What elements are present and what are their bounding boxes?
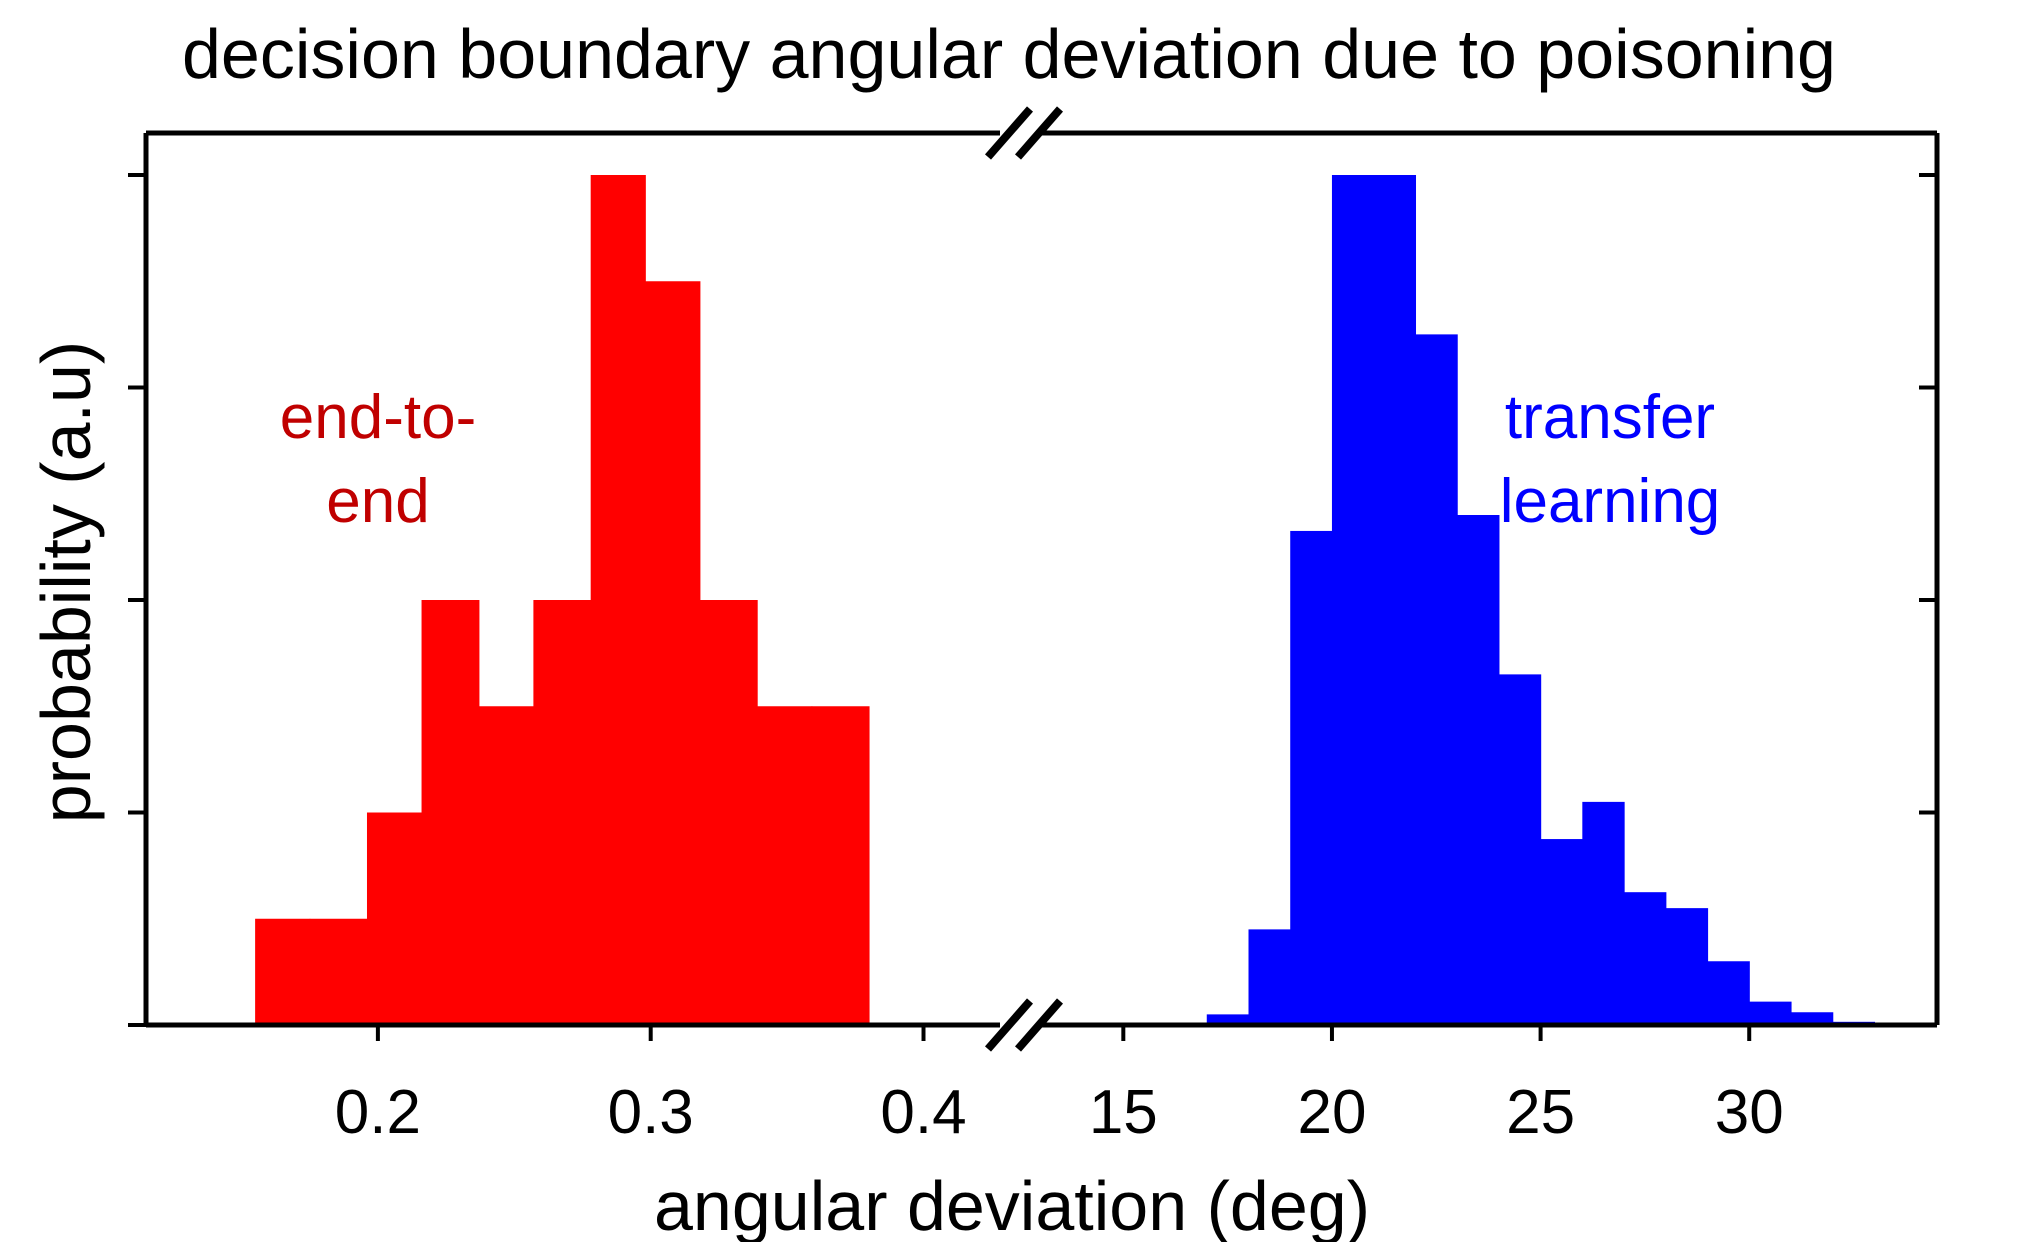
- x-tick-label: 0.2: [335, 1078, 421, 1147]
- annotation-line: learning: [1500, 467, 1721, 536]
- axis-break-marks: [984, 106, 1064, 1052]
- annotation-line: end-to-: [280, 383, 476, 452]
- histogram-bar-right: [1540, 839, 1583, 1025]
- series-annotation-left: end-to-end: [280, 383, 476, 536]
- histogram-bar-left: [757, 706, 813, 1025]
- histogram-bar-right: [1707, 961, 1750, 1025]
- y-axis-label: probability (a.u): [27, 341, 105, 823]
- x-tick-label: 25: [1506, 1078, 1575, 1147]
- x-tick-label: 0.4: [880, 1078, 966, 1147]
- x-tick-label: 0.3: [608, 1078, 694, 1147]
- histogram-bar-right: [1498, 674, 1542, 1026]
- x-axis-label: angular deviation (deg): [654, 1167, 1370, 1242]
- histogram-bar-left: [309, 918, 368, 1025]
- histogram-bar-right: [1749, 1001, 1792, 1026]
- histogram-bar-right: [1248, 929, 1291, 1026]
- histogram-bar-left: [366, 812, 423, 1025]
- histogram-bar-right: [1290, 530, 1333, 1025]
- histogram-bar-right: [1665, 908, 1709, 1026]
- histogram-bar-left: [255, 918, 311, 1025]
- histogram-bar-left: [645, 281, 701, 1025]
- annotation-line: transfer: [1505, 383, 1715, 452]
- histogram-bar-right: [1582, 801, 1625, 1026]
- annotations-layer: end-to-end transfer learning: [280, 383, 1721, 536]
- histogram-bar-left: [699, 600, 758, 1025]
- histogram-bar-left: [811, 706, 870, 1025]
- histogram-bar-right: [1790, 1012, 1834, 1025]
- axis-break-slash-top: [984, 106, 1034, 160]
- x-tick-label: 30: [1715, 1078, 1784, 1147]
- series-annotation-right: transfer learning: [1500, 383, 1721, 536]
- axis-break-slash-bottom: [984, 998, 1034, 1052]
- histogram-bar-right: [1373, 175, 1417, 1025]
- chart-title: decision boundary angular deviation due …: [182, 15, 1836, 93]
- x-tick-label: 20: [1297, 1078, 1366, 1147]
- histogram-bar-right: [1331, 175, 1375, 1025]
- annotation-line: end: [326, 467, 429, 536]
- histogram-bar-right: [1415, 334, 1458, 1026]
- histogram-bar-left: [533, 600, 592, 1025]
- histogram-bar-right: [1457, 515, 1500, 1025]
- histogram-bar-right: [1624, 892, 1667, 1025]
- axis-break-slash-bottom: [1014, 998, 1064, 1052]
- histogram-bar-left: [590, 175, 646, 1025]
- histogram-bar-left: [478, 706, 534, 1025]
- ticks-layer: 0.2 0.3 0.4 15 20 25 30: [128, 173, 1937, 1147]
- x-tick-label: 15: [1089, 1078, 1158, 1147]
- histogram-bar-right: [1206, 1014, 1250, 1026]
- bars-layer: [255, 175, 1876, 1026]
- histogram-bar-left: [421, 600, 480, 1025]
- axis-break-slash-top: [1014, 106, 1064, 160]
